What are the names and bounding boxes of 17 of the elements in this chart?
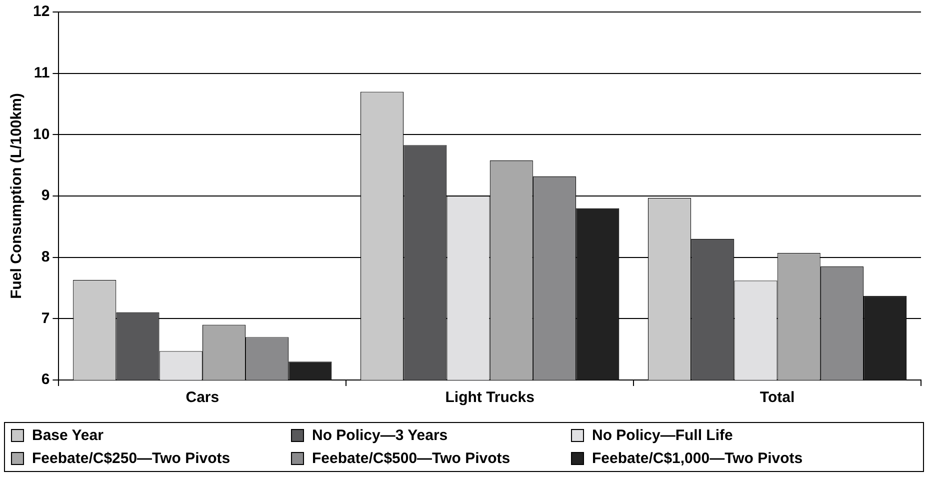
y-axis-title: Fuel Consumption (L/100km)	[8, 93, 26, 299]
legend-label: Feebate/C$1,000—Two Pivots	[592, 450, 803, 467]
y-tick-label: 9	[41, 187, 50, 204]
y-tick-label: 10	[32, 126, 50, 143]
legend-label: Feebate/C$500—Two Pivots	[312, 450, 510, 467]
legend-label: Feebate/C$250—Two Pivots	[32, 450, 230, 467]
legend-label: No Policy—Full Life	[592, 427, 733, 444]
y-tick-label: 11	[34, 64, 50, 82]
y-tick-label: 8	[41, 248, 50, 266]
legend-label: No Policy—3 Years	[312, 427, 448, 444]
y-tick-label: 7	[41, 310, 50, 327]
x-tick-label: Total	[760, 389, 795, 406]
x-tick-label: Cars	[186, 389, 220, 406]
y-tick-label: 12	[32, 3, 50, 20]
y-tick-label: 6	[41, 371, 50, 388]
x-tick-label: Light Trucks	[445, 389, 534, 406]
legend-label: Base Year	[32, 427, 104, 444]
